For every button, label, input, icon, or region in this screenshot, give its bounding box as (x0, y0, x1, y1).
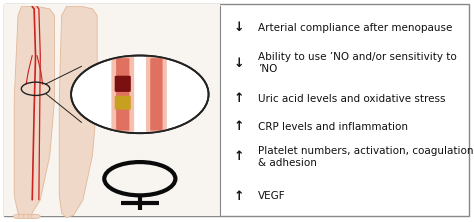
FancyBboxPatch shape (111, 57, 134, 132)
Polygon shape (14, 7, 55, 218)
Circle shape (13, 214, 23, 219)
FancyBboxPatch shape (115, 76, 131, 92)
Circle shape (23, 214, 32, 219)
FancyBboxPatch shape (150, 58, 163, 131)
FancyBboxPatch shape (146, 57, 167, 132)
FancyBboxPatch shape (115, 96, 131, 110)
FancyBboxPatch shape (116, 58, 129, 131)
Text: Uric acid levels and oxidative stress: Uric acid levels and oxidative stress (258, 94, 446, 104)
Circle shape (27, 214, 37, 219)
FancyBboxPatch shape (4, 4, 469, 216)
Text: ↑: ↑ (233, 120, 244, 133)
Ellipse shape (71, 56, 209, 133)
Text: ↓: ↓ (233, 21, 244, 34)
Text: VEGF: VEGF (258, 191, 286, 202)
Polygon shape (59, 7, 97, 218)
Text: Platelet numbers, activation, coagulation
& adhesion: Platelet numbers, activation, coagulatio… (258, 145, 474, 168)
Circle shape (31, 214, 40, 219)
FancyBboxPatch shape (4, 4, 220, 216)
Text: ↑: ↑ (233, 150, 244, 163)
Text: CRP levels and inflammation: CRP levels and inflammation (258, 121, 408, 132)
Text: ↑: ↑ (233, 190, 244, 203)
Text: Ability to use ’NO and/or sensitivity to
’NO: Ability to use ’NO and/or sensitivity to… (258, 52, 457, 74)
Text: ↑: ↑ (233, 92, 244, 105)
Text: Arterial compliance after menopause: Arterial compliance after menopause (258, 23, 453, 33)
Text: ↓: ↓ (233, 57, 244, 70)
Circle shape (18, 214, 27, 219)
